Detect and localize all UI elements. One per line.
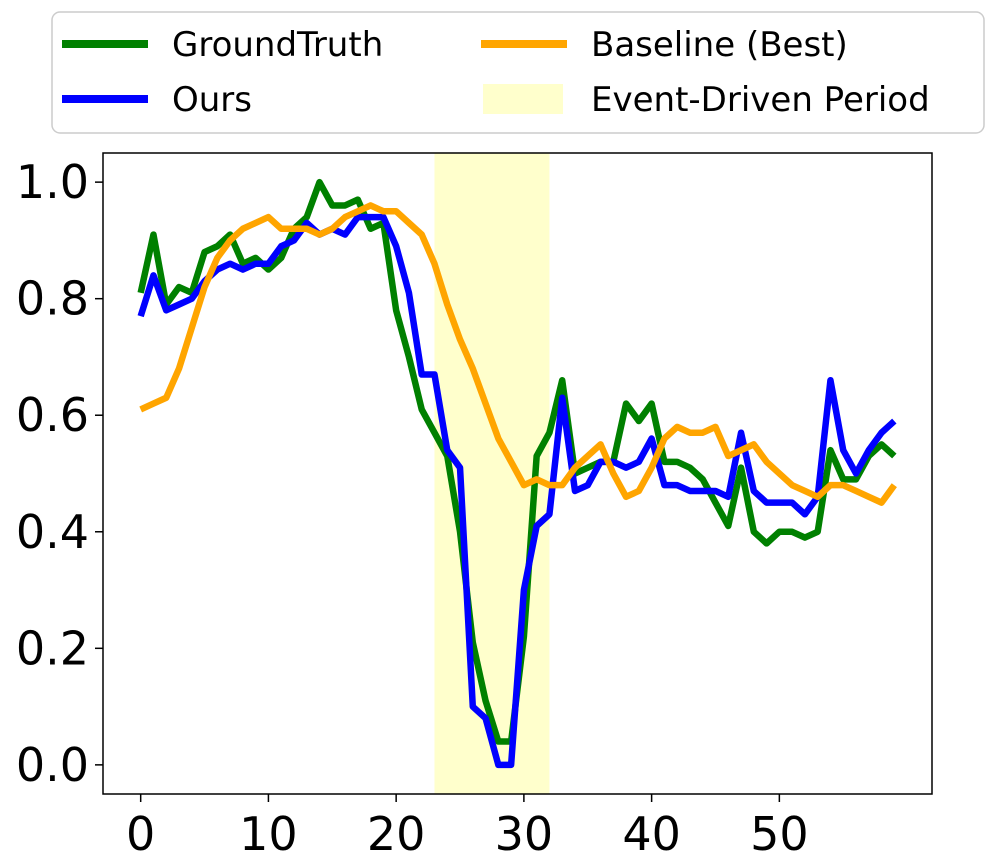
y-tick-label: 0.6: [16, 388, 89, 442]
legend-label-baseline: Baseline (Best): [591, 25, 848, 65]
legend-box: [51, 11, 985, 134]
x-tick-label: 0: [126, 807, 155, 861]
x-tick-label: 20: [367, 807, 426, 861]
x-tick-label: 40: [622, 807, 681, 861]
y-tick-label: 0.0: [16, 738, 89, 792]
y-tick-label: 0.4: [16, 505, 89, 559]
y-tick-label: 0.2: [16, 621, 89, 675]
plot-frame: [102, 152, 933, 795]
plot-area: 0 10 20 30 40 50 0.0 0.2 0.4 0.6 0.8 1.0: [16, 152, 933, 861]
legend-swatch-event-period: [483, 84, 563, 114]
x-tick-label: 10: [239, 807, 298, 861]
x-tick-label: 50: [750, 807, 809, 861]
legend-label-ours: Ours: [172, 80, 252, 120]
x-axis-ticks: 0 10 20 30 40 50: [126, 794, 809, 861]
event-driven-period-region: [434, 153, 550, 794]
series-line-ours: [137, 213, 897, 769]
legend: GroundTruth Ours Baseline (Best) Event-D…: [51, 11, 985, 134]
shaded-layer: [434, 153, 550, 794]
y-tick-label: 1.0: [16, 155, 89, 209]
y-tick-label: 0.8: [16, 272, 89, 326]
series-layer: [137, 178, 897, 769]
series-line-baseline-best: [139, 202, 897, 506]
legend-label-event-period: Event-Driven Period: [591, 80, 930, 120]
legend-label-groundtruth: GroundTruth: [172, 25, 383, 65]
x-tick-label: 30: [495, 807, 554, 861]
y-axis-ticks: 0.0 0.2 0.4 0.6 0.8 1.0: [16, 155, 103, 792]
